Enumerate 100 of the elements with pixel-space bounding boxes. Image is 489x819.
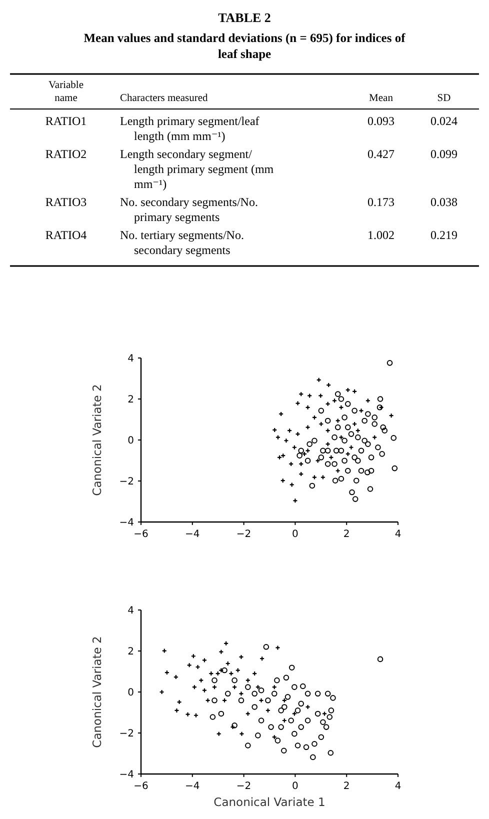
point (342, 438, 348, 444)
point (334, 424, 341, 430)
point (380, 424, 386, 430)
x-tick-label: 2 (343, 781, 350, 792)
point (315, 458, 320, 464)
point (274, 738, 281, 744)
y-tick-label: 4 (128, 606, 134, 616)
point (296, 452, 302, 458)
point (372, 414, 378, 420)
text: 0.038 (430, 195, 458, 209)
point (212, 677, 218, 684)
point (318, 408, 324, 414)
y-tick-label: 2 (128, 646, 134, 658)
point (348, 444, 354, 450)
point (330, 695, 336, 701)
point (333, 448, 340, 454)
point (358, 448, 364, 454)
point (245, 742, 251, 748)
point (348, 431, 354, 437)
point (358, 468, 364, 474)
point (298, 448, 304, 454)
point (324, 690, 331, 697)
point (162, 648, 167, 654)
point (300, 683, 306, 690)
x-tick-label: −6 (134, 529, 148, 540)
text: No. secondary segments/No. primary segments (120, 195, 258, 224)
point (235, 668, 240, 673)
text: 0.173 (368, 195, 394, 209)
x-tick-label: −4 (185, 781, 200, 792)
point (310, 754, 316, 760)
point (292, 684, 298, 690)
y-tick-label: 0 (128, 688, 134, 698)
point (309, 482, 316, 489)
text: TABLE 2 (218, 10, 271, 25)
point (386, 360, 393, 366)
point (365, 441, 371, 447)
point (364, 469, 370, 476)
y-tick-label: 0 (128, 436, 134, 446)
point (284, 694, 291, 700)
x-tick-label: 0 (292, 781, 298, 792)
point (320, 719, 326, 726)
point (292, 498, 298, 504)
text: RATIO4 (45, 228, 87, 242)
point (298, 724, 304, 730)
point (320, 448, 326, 454)
text: 0.427 (368, 147, 394, 161)
point (282, 704, 288, 710)
point (338, 448, 344, 454)
text: 0.099 (430, 147, 458, 161)
point (255, 732, 261, 738)
point (353, 478, 360, 484)
y-tick-label: −4 (119, 518, 134, 528)
point (271, 690, 278, 697)
point (222, 667, 228, 674)
point (294, 742, 301, 748)
point (332, 461, 338, 467)
point (377, 396, 384, 402)
point (318, 454, 324, 460)
point (355, 458, 361, 464)
point (305, 448, 310, 454)
point (305, 424, 310, 430)
point (280, 748, 287, 754)
point (218, 710, 224, 717)
point (318, 734, 324, 740)
point (263, 644, 270, 650)
point (292, 711, 297, 716)
point (324, 448, 331, 454)
y-tick-label: 2 (128, 394, 134, 406)
point (306, 441, 312, 447)
y-tick-label: −4 (119, 770, 134, 780)
point (328, 708, 334, 714)
text: RATIO3 (45, 195, 87, 209)
point (238, 691, 244, 696)
point (245, 711, 250, 716)
point (342, 458, 348, 464)
point (288, 664, 295, 671)
point (328, 750, 334, 756)
point (304, 690, 311, 697)
point (258, 718, 264, 724)
point (245, 684, 251, 690)
point (323, 724, 330, 730)
text: RATIO2 (45, 147, 87, 161)
point (367, 486, 374, 492)
point (338, 476, 344, 482)
point (239, 731, 244, 736)
x-tick-label: −6 (134, 781, 148, 792)
text: 0.219 (430, 228, 458, 242)
point (362, 418, 368, 424)
point (338, 396, 344, 402)
point (368, 468, 374, 474)
point (275, 645, 280, 650)
point (368, 454, 374, 460)
point (304, 718, 311, 724)
text: RATIO1 (45, 114, 87, 128)
point (304, 458, 311, 464)
x-tick-label: −4 (185, 529, 200, 540)
point (362, 438, 368, 444)
x-tick-label: −2 (236, 781, 252, 792)
text: 0.093 (368, 114, 394, 128)
point (326, 714, 333, 720)
